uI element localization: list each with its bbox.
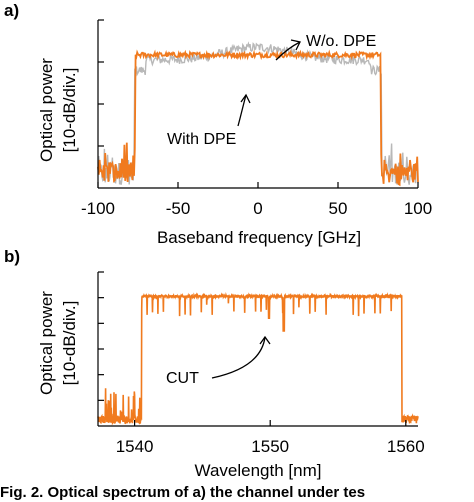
annotation-without-dpe-arrowhead bbox=[290, 39, 301, 51]
panel-b-x-tick-label: 1550 bbox=[251, 437, 289, 456]
panel-a-xlabel: Baseband frequency [GHz] bbox=[157, 228, 361, 247]
annotation-cut-arrowhead bbox=[259, 335, 271, 345]
annotation-cut: CUT bbox=[166, 370, 199, 387]
panel-b-x-ticks: 1540 1550 1560 bbox=[116, 420, 425, 456]
figure-caption: Fig. 2. Optical spectrum of a) the chann… bbox=[0, 484, 365, 501]
panel-b-x-tick-label: 1540 bbox=[116, 437, 154, 456]
panel-a-ylabel-line1: Optical power bbox=[37, 58, 56, 162]
annotation-with-dpe: With DPE bbox=[167, 131, 236, 148]
annotation-with-dpe-arrow bbox=[237, 94, 247, 127]
panel-a-x-tick-label: -50 bbox=[166, 199, 191, 218]
panel-a-ylabel-line2: [10-dB/div.] bbox=[60, 68, 79, 153]
panel-a-label: a) bbox=[4, 1, 19, 20]
panel-a-x-tick-label: 100 bbox=[404, 199, 432, 218]
panel-a-x-tick-label: 50 bbox=[329, 199, 348, 218]
panel-b-label: b) bbox=[4, 247, 20, 266]
annotation-without-dpe: W/o. DPE bbox=[306, 33, 376, 50]
series-with-dpe-wavelength bbox=[97, 292, 419, 426]
annotation-with-dpe-arrowhead bbox=[240, 93, 251, 104]
line-with-dpe bbox=[97, 49, 419, 187]
panel-b-xlabel: Wavelength [nm] bbox=[195, 461, 322, 480]
panel-a-x-tick-label: 0 bbox=[253, 199, 262, 218]
chart-panel-a: a) Optical power [10-dB/div.] -100 -50 0 50… bbox=[4, 1, 432, 247]
annotation-cut-arrow bbox=[211, 336, 266, 379]
panel-a-x-ticks: -100 -50 0 50 100 bbox=[81, 182, 432, 218]
line-without-dpe bbox=[97, 41, 419, 185]
panel-b-ylabel-line2: [10-dB/div.] bbox=[60, 301, 79, 386]
series-without-dpe bbox=[97, 41, 419, 185]
line-wavelength-spectrum bbox=[97, 292, 419, 426]
panel-b-x-tick-label: 1560 bbox=[387, 437, 425, 456]
panel-a-x-tick-label: -100 bbox=[81, 199, 115, 218]
panel-b-axes bbox=[97, 271, 418, 427]
chart-panel-b: b) Optical power [10-dB/div.] 1540 1550 15… bbox=[4, 247, 425, 480]
series-with-dpe bbox=[97, 49, 419, 187]
annotation-without-dpe-arrow bbox=[275, 41, 301, 61]
panel-b-ylabel-line1: Optical power bbox=[37, 291, 56, 395]
